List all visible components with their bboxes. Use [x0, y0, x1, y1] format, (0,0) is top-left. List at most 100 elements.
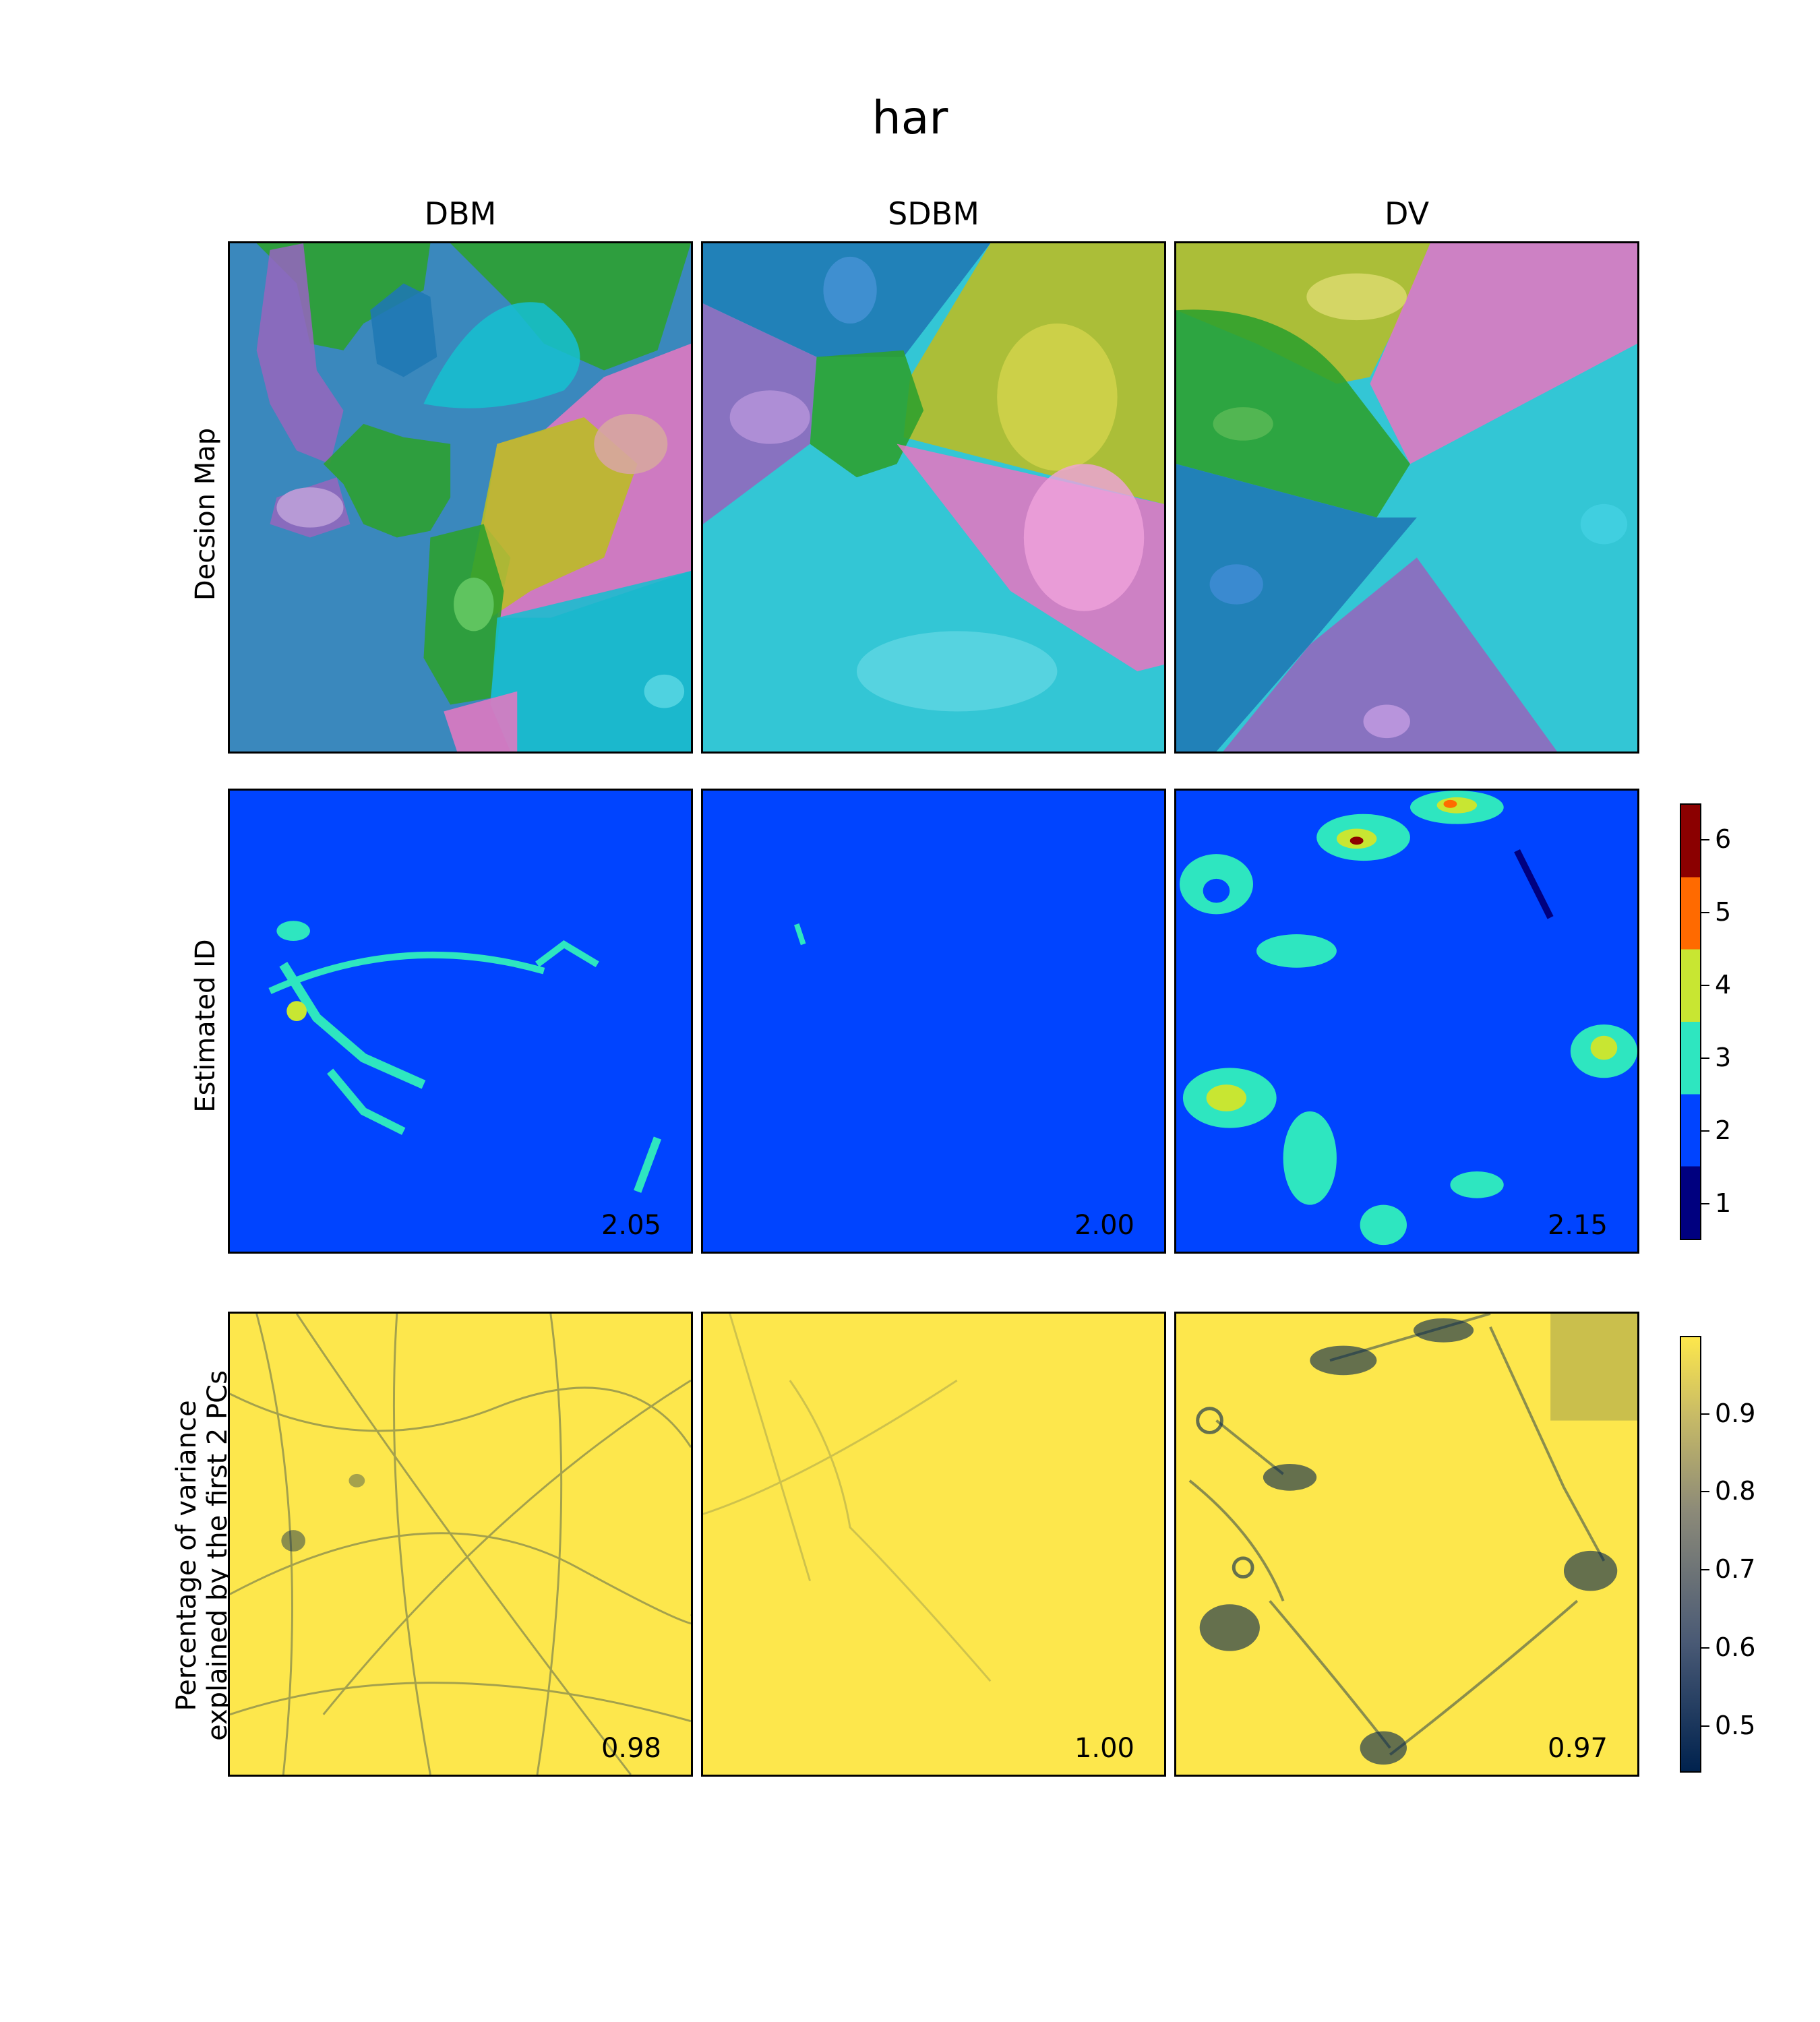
- point-cluster-cyan: [857, 631, 1058, 712]
- region-green: [810, 350, 924, 478]
- id-background-hole: [1203, 878, 1230, 903]
- row-label-variance: Percentage of variance explained by the …: [171, 1252, 233, 1859]
- id-map-sdbm: 2.00: [701, 789, 1166, 1254]
- id-colorbar-tickmark: [1701, 1058, 1709, 1059]
- point-cluster-purple: [276, 487, 344, 528]
- variance-low-blob: [1413, 1318, 1474, 1343]
- point-cluster-green: [454, 578, 494, 632]
- region-cyan: [423, 302, 580, 408]
- id-colorbar-tick-label: 6: [1715, 824, 1732, 854]
- variance-colorbar-tick-label: 0.5: [1715, 1710, 1756, 1740]
- point-cluster-olive: [1306, 273, 1407, 321]
- id-3-streak: [794, 923, 806, 946]
- column-title-sdbm: SDBM: [888, 195, 979, 232]
- variance-colorbar-tickmark: [1701, 1647, 1709, 1649]
- decision-map-dv: [1174, 241, 1639, 754]
- region-green: [323, 423, 451, 538]
- variance-colorbar-tickmark: [1701, 1569, 1709, 1571]
- figure-title: har: [872, 92, 948, 145]
- id-3-blob: [1360, 1204, 1407, 1246]
- point-cluster-blue: [823, 256, 877, 324]
- variance-ring: [1196, 1407, 1223, 1434]
- id-3-streak: [535, 940, 599, 967]
- id-colorbar-tickmark: [1701, 839, 1709, 840]
- id-map-dv: 2.15: [1174, 789, 1639, 1254]
- variance-map-dbm-plot: [230, 1314, 691, 1775]
- id-map-dv-plot: [1176, 791, 1637, 1252]
- variance-corner-shade: [1550, 1314, 1637, 1421]
- region-pink: [1370, 243, 1637, 464]
- variance-background: [1176, 1314, 1637, 1775]
- variance-background: [703, 1314, 1164, 1775]
- variance-map-sdbm: 1.00: [701, 1312, 1166, 1777]
- region-purple: [256, 243, 344, 464]
- point-cluster-pink: [1023, 464, 1145, 611]
- variance-colorbar-tickmark: [1701, 1413, 1709, 1415]
- id-colorbar: [1680, 803, 1701, 1240]
- id-colorbar-tick-label: 5: [1715, 897, 1732, 927]
- variance-score-sdbm-label: 1.00: [1074, 1733, 1134, 1764]
- id-background: [230, 791, 691, 1252]
- variance-lines: [703, 1314, 992, 1682]
- variance-ring: [1232, 1556, 1254, 1579]
- id-3-blob: [1256, 934, 1337, 968]
- variance-colorbar-tickmark: [1701, 1491, 1709, 1493]
- variance-score-dv-label: 0.97: [1547, 1733, 1608, 1764]
- decision-map-dv-plot: [1176, 243, 1637, 752]
- id-1-streak: [1514, 849, 1554, 919]
- variance-colorbar-tick-label: 0.8: [1715, 1476, 1756, 1506]
- point-cluster-olive: [997, 324, 1118, 471]
- region-purple: [1223, 557, 1558, 752]
- point-cluster-green: [1213, 407, 1273, 441]
- point-cluster-cyan: [1580, 503, 1628, 545]
- id-colorbar-tickmark: [1701, 912, 1709, 913]
- id-colorbar-tick-label: 2: [1715, 1115, 1732, 1145]
- variance-lines: [230, 1314, 691, 1775]
- variance-low-spot: [281, 1530, 306, 1552]
- id-score-dv-label: 2.15: [1547, 1210, 1608, 1241]
- row-label-decision-map: Decsion Map: [190, 427, 221, 601]
- variance-map-sdbm-plot: [703, 1314, 1164, 1775]
- variance-colorbar-tick-label: 0.6: [1715, 1632, 1756, 1662]
- region-green: [1176, 309, 1410, 518]
- variance-score-dbm-label: 0.98: [601, 1733, 661, 1764]
- point-cluster-purple: [1363, 704, 1410, 739]
- id-score-dbm-label: 2.05: [601, 1210, 661, 1241]
- variance-background: [230, 1314, 691, 1775]
- row-label-estimated-id: Estimated ID: [190, 939, 221, 1113]
- id-background: [1176, 791, 1637, 1252]
- variance-map-dbm: 0.98: [228, 1312, 693, 1777]
- id-score-sdbm-label: 2.00: [1074, 1210, 1134, 1241]
- id-colorbar-tickmark: [1701, 985, 1709, 986]
- id-map-sdbm-plot: [703, 791, 1164, 1252]
- variance-low-blob: [1310, 1345, 1377, 1376]
- id-map-dbm: 2.05: [228, 789, 693, 1254]
- variance-low-blob: [1199, 1604, 1260, 1651]
- id-3-blob: [1450, 1171, 1504, 1198]
- decision-map-dbm-plot: [230, 243, 691, 752]
- point-cluster-purple: [729, 390, 810, 444]
- decision-map-sdbm-plot: [703, 243, 1164, 752]
- region-green: [450, 243, 691, 371]
- variance-colorbar-tick-label: 0.7: [1715, 1554, 1756, 1585]
- id-3-streak: [634, 1136, 662, 1193]
- region-blue: [370, 283, 437, 377]
- id-background: [703, 791, 1164, 1252]
- id-colorbar-tick-label: 4: [1715, 970, 1732, 1000]
- variance-colorbar: [1680, 1336, 1701, 1773]
- region-pink: [444, 691, 518, 752]
- variance-low-blob: [1563, 1550, 1618, 1591]
- id-3-streak: [268, 951, 545, 994]
- region-olive: [470, 417, 638, 618]
- row-label-variance-line1: Percentage of variance: [171, 1400, 202, 1711]
- id-3-streak: [279, 962, 426, 1089]
- id-4-spot: [1590, 1035, 1618, 1060]
- id-colorbar-tickmark: [1701, 1130, 1709, 1132]
- column-title-dv: DV: [1384, 195, 1430, 232]
- variance-low-blob: [1360, 1731, 1407, 1765]
- variance-low-blob: [1263, 1464, 1317, 1491]
- point-cluster-blue: [1209, 564, 1263, 605]
- id-3-blob: [1283, 1111, 1337, 1205]
- point-cluster-pink-olive: [594, 413, 668, 474]
- variance-map-dv-plot: [1176, 1314, 1637, 1775]
